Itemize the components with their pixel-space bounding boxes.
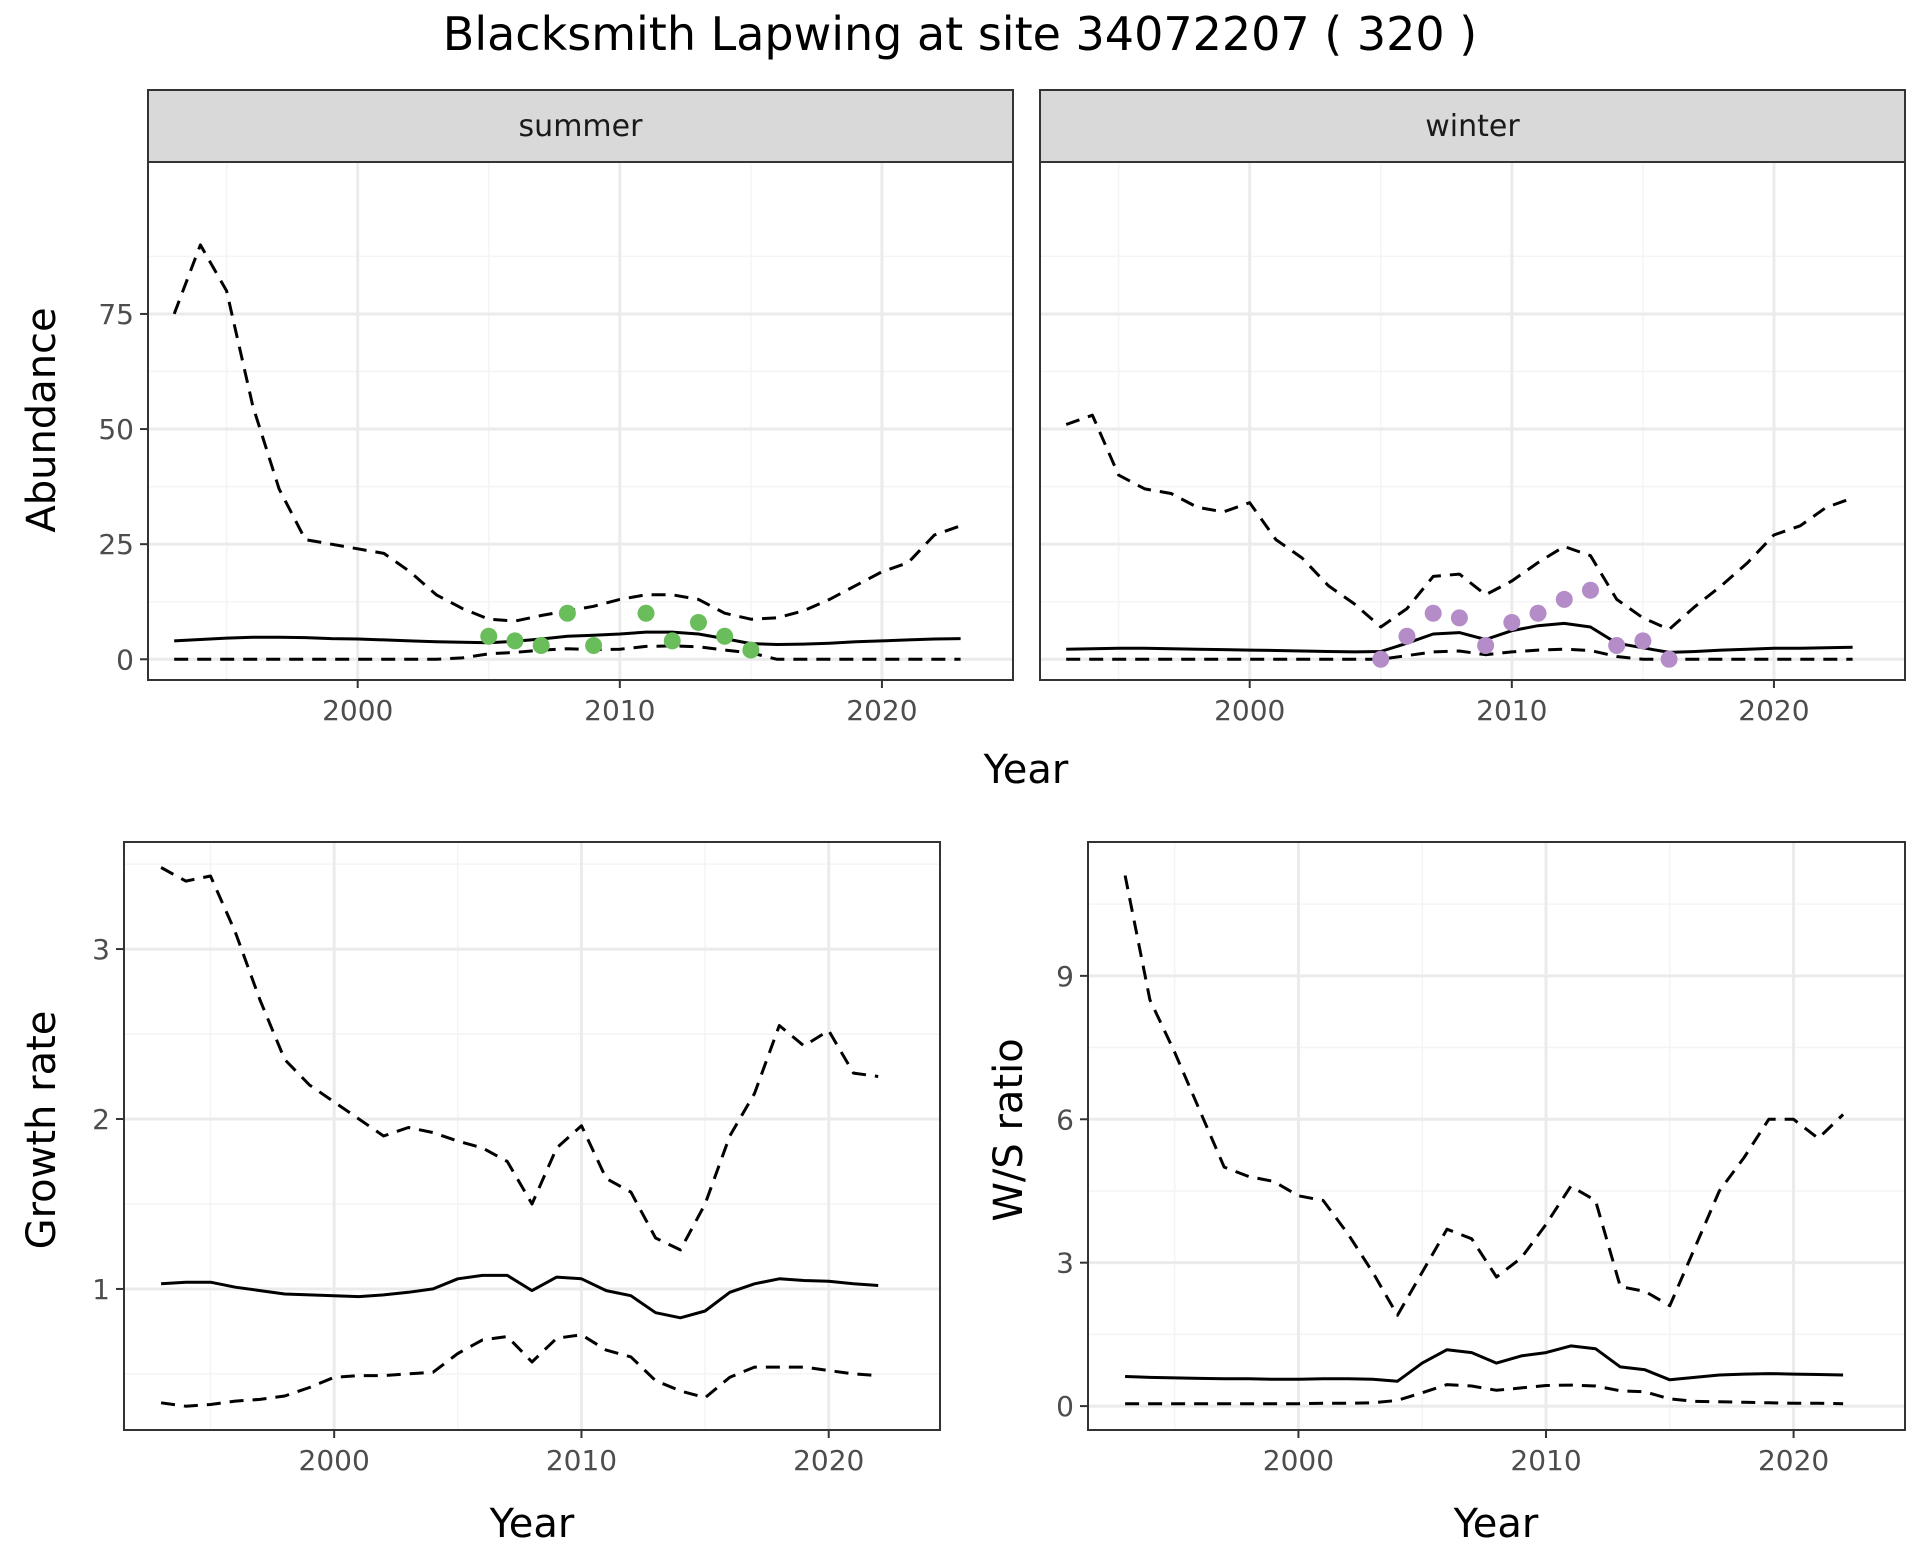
x-tick-label: 2020 [846, 694, 917, 727]
x-tick-label: 2010 [584, 694, 655, 727]
growth-rate-panel: 2000 2010 2020 1 2 3 [92, 841, 941, 1477]
observed-point [689, 613, 707, 631]
observed-point [1477, 636, 1495, 654]
growth-x-axis-title: Year [489, 1501, 575, 1547]
observed-point [1398, 627, 1416, 645]
facet-strip [147, 89, 1014, 163]
facet-strip [1039, 89, 1906, 163]
observed-point [506, 632, 524, 650]
y-tick-label: 25 [98, 528, 134, 561]
observed-point [480, 627, 498, 645]
x-tick-label: 2000 [322, 694, 393, 727]
lower-bound-line [174, 644, 961, 661]
lower-bound-line [1066, 647, 1853, 661]
ratio-x-axis-title: Year [1453, 1501, 1539, 1547]
y-tick-label: 9 [1056, 960, 1074, 993]
abundance-y-axis-title: Abundance [19, 307, 65, 532]
facet-strip-label: winter [1425, 109, 1520, 144]
x-tick-label: 2020 [1758, 1444, 1829, 1477]
observed-point [585, 636, 603, 654]
x-tick-label: 2020 [793, 1444, 864, 1477]
estimate-line [1066, 621, 1853, 654]
observed-point [1660, 650, 1678, 668]
x-tick-label: 2010 [1476, 694, 1547, 727]
upper-bound-line [1123, 875, 1845, 1317]
estimate-line [1125, 1344, 1844, 1383]
winter-facet-panel: 2000 2010 2020 winter [1039, 89, 1906, 727]
x-tick-label: 2010 [546, 1444, 617, 1477]
observed-point [1529, 604, 1547, 622]
y-tick-label: 3 [92, 933, 110, 966]
observed-point [1424, 604, 1442, 622]
y-tick-label: 75 [98, 298, 134, 331]
y-tick-label: 1 [92, 1273, 110, 1306]
y-tick-label: 3 [1056, 1247, 1074, 1280]
x-tick-label: 2000 [1263, 1444, 1334, 1477]
upper-bound-line [160, 866, 879, 1252]
x-tick-label: 2020 [1738, 694, 1809, 727]
ws-ratio-panel: 2000 2010 2020 0 3 6 9 [1056, 841, 1906, 1477]
observed-point [637, 604, 655, 622]
estimate-line [174, 630, 961, 646]
upper-bound-line [1065, 413, 1854, 631]
observed-point [1503, 613, 1521, 631]
y-tick-label: 0 [116, 643, 134, 676]
observed-point [1450, 609, 1468, 627]
lower-bound-line [160, 1333, 879, 1408]
x-tick-label: 2010 [1510, 1444, 1581, 1477]
x-tick-label: 2000 [1214, 694, 1285, 727]
observed-point [716, 627, 734, 645]
estimate-line [161, 1273, 879, 1320]
observed-point [558, 604, 576, 622]
abundance-x-axis-title: Year [983, 747, 1069, 793]
observed-point [742, 641, 760, 659]
growth-y-axis-title: Growth rate [19, 1011, 65, 1250]
y-tick-label: 50 [98, 413, 134, 446]
x-tick-label: 2000 [299, 1444, 370, 1477]
ratio-y-axis-title: W/S ratio [986, 1038, 1032, 1221]
observed-point [1634, 632, 1652, 650]
lower-bound-line [1125, 1383, 1844, 1406]
observed-point [1372, 650, 1390, 668]
y-tick-label: 2 [92, 1103, 110, 1136]
facet-strip-label: summer [519, 109, 644, 144]
chart-title: Blacksmith Lapwing at site 34072207 ( 32… [443, 7, 1477, 61]
observed-point [1608, 636, 1626, 654]
y-tick-label: 6 [1056, 1103, 1074, 1136]
panel-border [123, 841, 941, 1431]
observed-point [1555, 590, 1573, 608]
observed-point [663, 632, 681, 650]
panel-border [1087, 841, 1906, 1431]
summer-facet-panel: 2000 2010 2020 0 25 50 75 summer [98, 89, 1014, 727]
observed-point [1581, 581, 1599, 599]
observed-point [532, 636, 550, 654]
y-tick-label: 0 [1056, 1390, 1074, 1423]
